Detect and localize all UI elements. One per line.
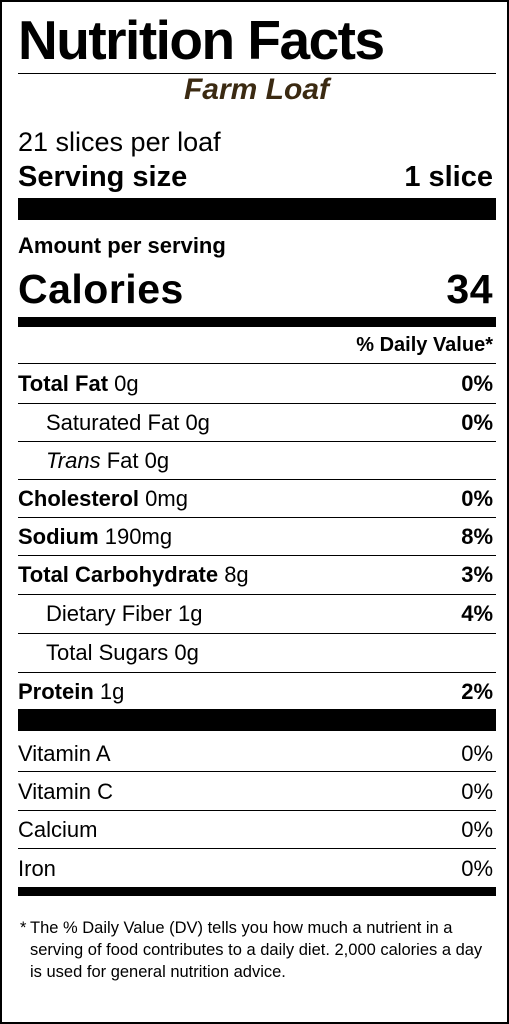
serving-size-row: Serving size 1 slice bbox=[18, 160, 493, 194]
daily-value-header: % Daily Value* bbox=[356, 334, 493, 356]
nutrient-name: Trans bbox=[46, 448, 101, 473]
vitamin-dv: 0% bbox=[461, 856, 493, 881]
nutrient-dv: 8% bbox=[461, 524, 493, 549]
thick-divider-vitamins bbox=[18, 709, 496, 731]
vitamin-row-iron: Iron 0% bbox=[18, 850, 493, 888]
footnote: * The % Daily Value (DV) tells you how m… bbox=[20, 917, 493, 983]
nutrient-amount: 8g bbox=[224, 562, 249, 587]
divider bbox=[18, 479, 496, 480]
title-divider bbox=[18, 73, 496, 74]
nutrient-row-dietary-fiber: Dietary Fiber 1g 4% bbox=[18, 595, 493, 633]
divider bbox=[18, 403, 496, 404]
nutrient-name: Total Sugars bbox=[46, 640, 169, 665]
nutrient-dv: 3% bbox=[461, 562, 493, 587]
vitamin-row-a: Vitamin A 0% bbox=[18, 735, 493, 773]
divider bbox=[18, 363, 496, 364]
divider bbox=[18, 555, 496, 556]
nutrient-row-total-sugars: Total Sugars 0g bbox=[18, 634, 493, 672]
nutrient-amount: 0g bbox=[185, 410, 210, 435]
nutrient-name: Cholesterol bbox=[18, 486, 140, 511]
nutrient-amount: 0g bbox=[144, 448, 170, 473]
nutrient-name: Total Carbohydrate bbox=[18, 562, 219, 587]
calories-value: 34 bbox=[446, 266, 493, 312]
nutrient-dv: 0% bbox=[461, 486, 493, 511]
nutrient-amount: 190mg bbox=[104, 524, 173, 549]
nutrient-amount: 0mg bbox=[145, 486, 188, 511]
divider bbox=[18, 517, 496, 518]
calories-label: Calories bbox=[18, 266, 184, 312]
vitamin-name: Iron bbox=[18, 856, 56, 881]
serving-size-value: 1 slice bbox=[404, 161, 493, 193]
nutrient-row-protein: Protein 1g 2% bbox=[18, 673, 493, 711]
calories-row: Calories 34 bbox=[18, 264, 493, 314]
vitamin-name: Calcium bbox=[18, 817, 98, 842]
footnote-text: The % Daily Value (DV) tells you how muc… bbox=[30, 919, 483, 981]
nutrient-name: Dietary Fiber bbox=[46, 601, 172, 626]
nutrient-amount: 1g bbox=[99, 679, 125, 704]
vitamin-name: Vitamin C bbox=[18, 779, 113, 804]
nutrient-amount: 0g bbox=[174, 640, 199, 665]
nutrient-amount: 0g bbox=[114, 371, 139, 396]
vitamin-dv: 0% bbox=[461, 741, 493, 766]
label-title: Nutrition Facts bbox=[18, 9, 385, 71]
nutrient-row-sodium: Sodium 190mg 8% bbox=[18, 518, 493, 556]
divider bbox=[18, 594, 496, 595]
nutrient-dv: 4% bbox=[461, 601, 493, 626]
divider bbox=[18, 672, 496, 673]
nutrient-row-total-fat: Total Fat 0g 0% bbox=[18, 365, 493, 403]
amount-per-serving: Amount per serving bbox=[18, 233, 226, 258]
nutrient-amount: 1g bbox=[178, 601, 203, 626]
serving-size-label: Serving size bbox=[18, 161, 188, 193]
nutrient-row-trans-fat: Trans Fat 0g bbox=[18, 442, 493, 480]
vitamin-row-c: Vitamin C 0% bbox=[18, 773, 493, 811]
footnote-divider bbox=[18, 887, 496, 896]
thick-divider-top bbox=[18, 198, 496, 220]
nutrient-name: Protein bbox=[18, 679, 94, 704]
nutrient-name-suffix: Fat bbox=[106, 448, 139, 473]
calories-divider bbox=[18, 317, 496, 327]
nutrient-row-cholesterol: Cholesterol 0mg 0% bbox=[18, 480, 493, 518]
nutrient-row-saturated-fat: Saturated Fat 0g 0% bbox=[18, 404, 493, 442]
vitamin-name: Vitamin A bbox=[18, 741, 111, 766]
footnote-marker: * bbox=[20, 919, 27, 937]
servings-per-container: 21 slices per loaf bbox=[18, 127, 221, 157]
vitamin-dv: 0% bbox=[461, 779, 493, 804]
nutrient-name: Saturated Fat bbox=[46, 410, 180, 435]
nutrient-name: Total Fat bbox=[18, 371, 109, 396]
divider bbox=[18, 848, 496, 849]
vitamin-dv: 0% bbox=[461, 817, 493, 842]
nutrient-row-total-carbohydrate: Total Carbohydrate 8g 3% bbox=[18, 556, 493, 594]
nutrient-dv: 0% bbox=[461, 371, 493, 396]
divider bbox=[18, 810, 496, 811]
vitamin-row-calcium: Calcium 0% bbox=[18, 811, 493, 849]
nutrient-dv: 2% bbox=[461, 679, 493, 704]
divider bbox=[18, 771, 496, 772]
product-name: Farm Loaf bbox=[183, 73, 330, 106]
divider bbox=[18, 633, 496, 634]
nutrient-name: Sodium bbox=[18, 524, 99, 549]
nutrient-dv: 0% bbox=[461, 410, 493, 435]
divider bbox=[18, 441, 496, 442]
